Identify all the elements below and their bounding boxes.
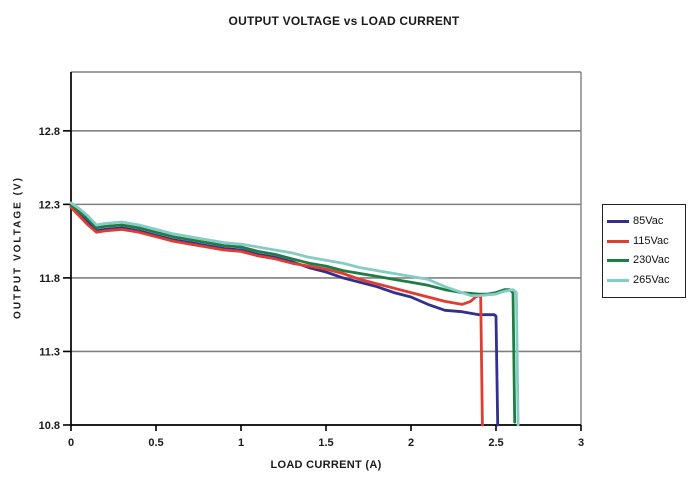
- x-tick-label: 2: [408, 437, 414, 449]
- x-tick-label: 3: [578, 437, 584, 449]
- y-tick-label: 12.8: [39, 126, 60, 138]
- y-tick-label: 11.3: [39, 346, 60, 358]
- y-tick-label: 11.8: [39, 273, 60, 285]
- series-line-115vac: [69, 205, 484, 427]
- x-axis-title: LOAD CURRENT (A): [270, 459, 382, 471]
- legend: 85Vac 115Vac 230Vac 265Vac: [602, 204, 686, 298]
- y-tick-label: 10.8: [39, 420, 60, 432]
- legend-label: 115Vac: [633, 234, 669, 247]
- series-line-265vac: [69, 201, 520, 427]
- legend-label: 265Vac: [633, 274, 670, 287]
- x-tick-label: 0.5: [148, 437, 163, 449]
- legend-item-265vac: 265Vac: [607, 275, 681, 286]
- legend-item-85vac: 85Vac: [607, 214, 681, 227]
- legend-item-115vac: 115Vac: [607, 234, 681, 247]
- chart-title: OUTPUT VOLTAGE vs LOAD CURRENT: [228, 14, 460, 28]
- legend-item-230vac: 230Vac: [607, 255, 681, 266]
- x-tick-label: 0: [68, 437, 74, 449]
- x-tick-label: 2.5: [488, 437, 503, 449]
- x-tick-label: 1: [238, 437, 244, 449]
- legend-swatch-230vac: [607, 259, 629, 263]
- legend-label: 230Vac: [633, 254, 670, 267]
- series-line-230vac: [69, 202, 517, 424]
- y-tick-label: 12.3: [39, 199, 60, 211]
- legend-swatch-265vac: [607, 279, 629, 283]
- legend-label: 85Vac: [633, 214, 664, 227]
- series-line-85vac: [69, 204, 500, 427]
- legend-swatch-115vac: [607, 239, 629, 243]
- x-tick-label: 1.5: [318, 437, 333, 449]
- legend-swatch-85vac: [607, 219, 629, 223]
